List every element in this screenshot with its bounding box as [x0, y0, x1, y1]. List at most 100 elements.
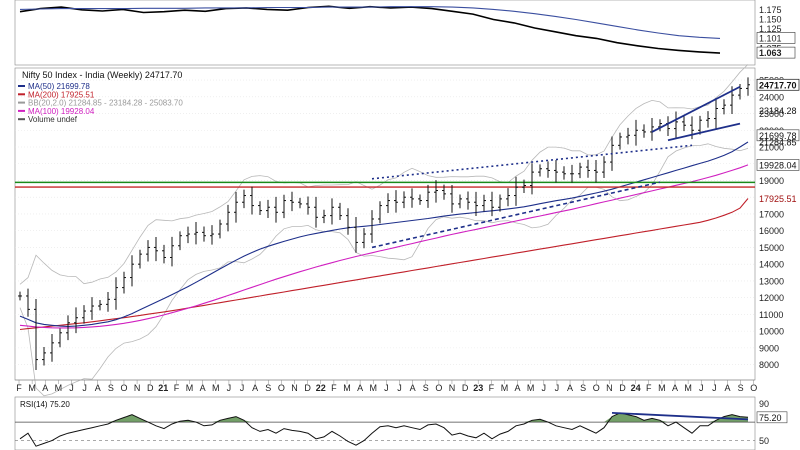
price-bar: [218, 219, 222, 239]
x-tick-label: N: [606, 383, 613, 393]
price-bar: [522, 179, 526, 194]
price-bar: [106, 291, 110, 312]
x-tick-label: S: [265, 383, 271, 393]
price-bar: [514, 176, 518, 206]
price-bar: [242, 189, 246, 209]
price-bar: [226, 204, 230, 232]
price-bar: [250, 186, 254, 215]
x-tick-label: J: [542, 383, 547, 393]
ratio-tick-box: [756, 46, 796, 59]
price-right-label: 17925.51: [757, 192, 799, 204]
x-tick-label: M: [212, 383, 220, 393]
x-tick-label: J: [397, 383, 402, 393]
rsi-title: RSI(14) 75.20: [20, 400, 70, 409]
price-bar: [162, 244, 166, 264]
price-bar: [186, 226, 190, 244]
price-bar: [738, 84, 742, 100]
x-tick-label: D: [147, 383, 154, 393]
price-bar: [178, 231, 182, 251]
x-tick-label: S: [580, 383, 586, 393]
price-bar: [714, 98, 718, 129]
ratio-panel-frame: [14, 0, 756, 66]
price-right-label: 23184.28: [759, 106, 797, 116]
price-bar: [194, 221, 198, 245]
price-bar: [66, 315, 70, 341]
x-tick-label: O: [120, 383, 127, 393]
price-bar: [370, 210, 374, 243]
x-tick-label: S: [738, 383, 744, 393]
price-bar: [650, 118, 654, 141]
price-bar: [362, 228, 366, 249]
price-bar: [98, 299, 102, 311]
x-tick-label: J: [699, 383, 704, 393]
price-bar: [386, 193, 390, 213]
x-tick-label: J: [227, 383, 232, 393]
price-right-label: 21284.85: [759, 138, 797, 148]
x-tick-label: O: [435, 383, 442, 393]
x-tick-label: S: [423, 383, 429, 393]
svg-text:24717.70: 24717.70: [759, 80, 797, 90]
legend-entry: MA(100) 19928.04: [28, 107, 95, 116]
trendlines: [371, 85, 741, 249]
x-tick-label: J: [240, 383, 245, 393]
price-bar: [394, 190, 398, 213]
legend-entry: MA(200) 17925.51: [28, 90, 95, 99]
x-tick-label: M: [55, 383, 63, 393]
ratio-tick-label: 1.063: [759, 48, 782, 58]
x-tick-label: A: [252, 383, 258, 393]
ma50-line: [19, 141, 749, 327]
price-bar: [58, 328, 62, 348]
price-bar: [746, 77, 750, 96]
price-bar: [506, 188, 510, 207]
price-bar: [274, 196, 278, 223]
price-y-tick: 9000: [759, 343, 779, 353]
x-tick-label: N: [134, 383, 141, 393]
chart-title: Nifty 50 Index - India (Weekly) 24717.70: [22, 70, 182, 80]
price-y-tick: 8000: [759, 360, 779, 370]
x-tick-label: D: [619, 383, 626, 393]
price-bar: [490, 191, 494, 217]
price-bar: [354, 216, 358, 253]
x-tick-label: O: [593, 383, 600, 393]
x-tick-label: A: [357, 383, 363, 393]
price-y-tick: 10000: [759, 327, 784, 337]
x-tick-label: S: [108, 383, 114, 393]
x-tick-label: M: [186, 383, 194, 393]
price-y-tick: 24000: [759, 92, 784, 102]
price-bar: [266, 199, 270, 218]
price-bar: [26, 288, 30, 317]
price-bar: [586, 159, 590, 178]
price-bar: [210, 225, 214, 245]
price-y-tick: 17000: [759, 209, 784, 219]
price-bar: [594, 160, 598, 183]
ma100-line: [19, 164, 749, 329]
price-bar: [202, 226, 206, 242]
x-tick-label: F: [331, 383, 337, 393]
x-tick-label: M: [28, 383, 36, 393]
price-bar: [122, 271, 126, 294]
price-right-label: 19928.04: [756, 159, 800, 171]
price-bar: [466, 191, 470, 210]
x-tick-label: M: [658, 383, 666, 393]
price-bar: [90, 297, 94, 320]
rsi-value-box: [756, 411, 788, 424]
trendline-dotted-upper: [371, 144, 693, 180]
price-right-label: 24717.70: [756, 78, 800, 91]
x-tick-label: F: [174, 383, 180, 393]
ratio-tick-label: 1.101: [759, 33, 782, 43]
price-bar: [706, 111, 710, 128]
x-tick-label: 23: [473, 383, 483, 393]
price-bar: [642, 124, 646, 138]
price-bar: [442, 184, 446, 200]
legend-entry: MA(50) 21699.78: [28, 82, 90, 91]
x-tick-label: M: [369, 383, 377, 393]
price-bar: [258, 201, 262, 215]
x-tick-label: D: [304, 383, 311, 393]
x-tick-label: A: [42, 383, 48, 393]
price-y-tick: 12000: [759, 293, 784, 303]
price-bar: [306, 196, 310, 215]
x-tick-label: D: [462, 383, 469, 393]
x-tick-label: J: [712, 383, 717, 393]
price-bar: [82, 305, 86, 324]
price-bar: [130, 255, 134, 287]
